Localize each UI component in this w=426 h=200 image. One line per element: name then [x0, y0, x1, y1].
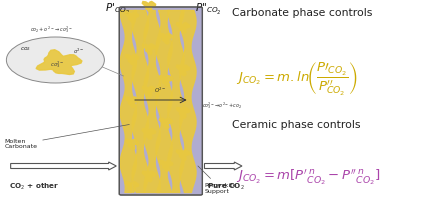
Text: $J_{CO_2} = m[P'_{CO_2}^{\,n} - P''_{CO_2}^{\,n}]$: $J_{CO_2} = m[P'_{CO_2}^{\,n} - P''_{CO_… — [236, 168, 381, 187]
Text: Pure CO$_2$: Pure CO$_2$ — [207, 182, 244, 192]
Text: Ceramic phase controls: Ceramic phase controls — [232, 120, 361, 130]
Polygon shape — [159, 118, 173, 129]
FancyBboxPatch shape — [119, 7, 202, 195]
Text: $co_3^{2-}\!\rightarrow\!o^{2-}\!+\!co_2$: $co_3^{2-}\!\rightarrow\!o^{2-}\!+\!co_2… — [202, 101, 243, 111]
Text: $co_2$: $co_2$ — [20, 45, 31, 53]
Polygon shape — [142, 1, 155, 12]
FancyArrow shape — [204, 162, 242, 170]
Text: P'$_{CO_2}$: P'$_{CO_2}$ — [105, 2, 130, 17]
Text: $O^{2-}$: $O^{2-}$ — [155, 86, 167, 95]
Polygon shape — [142, 44, 155, 55]
FancyArrow shape — [11, 162, 116, 170]
Polygon shape — [159, 33, 173, 44]
Text: Carbonate phase controls: Carbonate phase controls — [232, 8, 373, 18]
Text: Molten
Carbonate: Molten Carbonate — [4, 124, 130, 149]
Text: $co_2 + o^{2-} \rightarrow co_3^{2-}$: $co_2 + o^{2-} \rightarrow co_3^{2-}$ — [30, 24, 72, 35]
Text: CO$_2$ + other: CO$_2$ + other — [9, 182, 59, 192]
Polygon shape — [125, 54, 138, 65]
Polygon shape — [125, 182, 138, 192]
Text: Perovskite
Support: Perovskite Support — [198, 166, 237, 194]
Polygon shape — [176, 65, 190, 76]
Polygon shape — [125, 139, 138, 150]
Circle shape — [6, 37, 104, 83]
Polygon shape — [36, 50, 82, 74]
Polygon shape — [142, 171, 155, 182]
Polygon shape — [159, 76, 173, 86]
Text: P"$_{CO_2}$: P"$_{CO_2}$ — [196, 2, 222, 17]
Polygon shape — [125, 12, 138, 23]
Text: $co_3^{2-}$: $co_3^{2-}$ — [50, 60, 65, 70]
Polygon shape — [142, 86, 155, 97]
Polygon shape — [125, 97, 138, 108]
Text: $J_{CO_2} = m.ln\!\left(\dfrac{P\prime_{CO_2}}{P^{\prime\prime}_{CO_2}}\right)$: $J_{CO_2} = m.ln\!\left(\dfrac{P\prime_{… — [236, 60, 358, 97]
Polygon shape — [176, 107, 190, 118]
Text: $o^{2-}$: $o^{2-}$ — [73, 46, 85, 56]
Polygon shape — [176, 23, 190, 33]
Polygon shape — [176, 150, 190, 161]
Polygon shape — [142, 129, 155, 139]
Polygon shape — [159, 160, 173, 171]
